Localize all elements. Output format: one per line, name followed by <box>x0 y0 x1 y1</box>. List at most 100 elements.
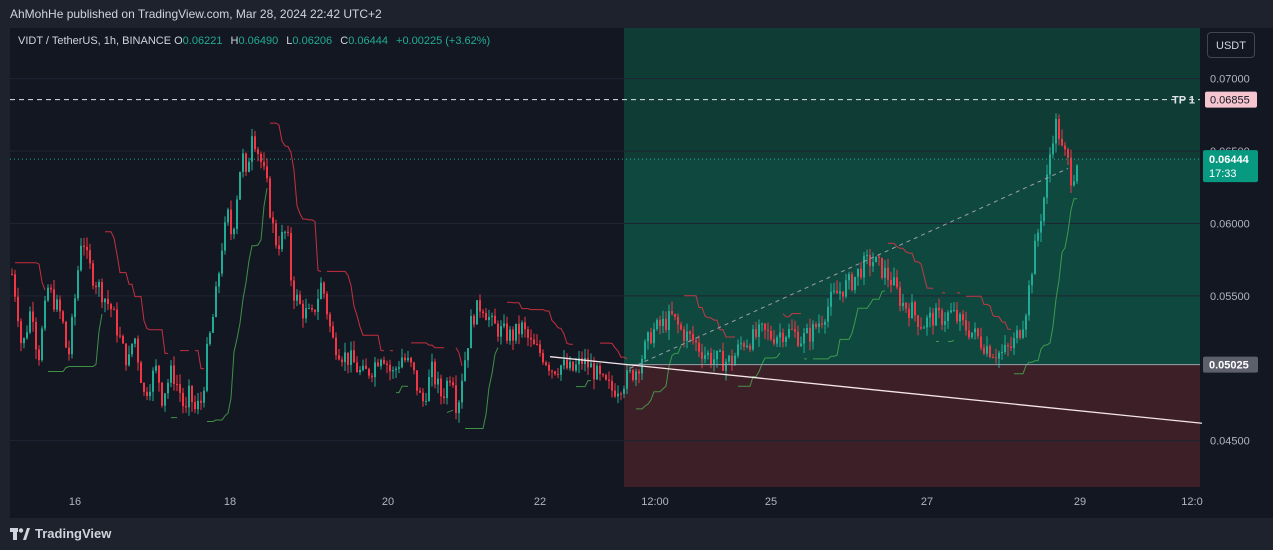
candle-body <box>374 362 376 378</box>
tradingview-brand[interactable]: TradingView <box>10 526 111 541</box>
x-tick-label: 18 <box>224 496 236 508</box>
candle-body <box>1043 197 1045 222</box>
candle-body <box>386 363 388 365</box>
candle-body <box>1073 181 1075 186</box>
candle-body <box>26 332 28 339</box>
candle-body <box>665 318 667 331</box>
candle-body <box>941 310 943 325</box>
candle-body <box>35 321 37 350</box>
candle-body <box>515 323 517 341</box>
candle-body <box>290 232 292 281</box>
candle-body <box>1067 149 1069 158</box>
candle-body <box>314 309 316 312</box>
candle-body <box>1061 138 1063 146</box>
time-axis[interactable]: 16 18 20 22 12:00 25 27 29 12:0 <box>69 496 1203 508</box>
candle-body <box>695 340 697 343</box>
candle-body <box>1034 240 1036 275</box>
candle-body <box>272 217 274 224</box>
candle-body <box>899 287 901 306</box>
candle-body <box>251 136 253 162</box>
candle-body <box>293 280 295 301</box>
candle-body <box>1064 145 1066 150</box>
candle-body <box>689 331 691 334</box>
candle-body <box>341 359 343 363</box>
entry-price-tag <box>1203 356 1258 373</box>
candle-body <box>581 358 583 364</box>
candle-body <box>740 343 742 345</box>
candle-body <box>536 344 538 346</box>
drawing-lines <box>10 99 1203 424</box>
candle-body <box>128 354 130 366</box>
candle-body <box>185 406 187 408</box>
candle-body <box>518 323 520 335</box>
candle-body <box>1007 344 1009 347</box>
candle-body <box>761 323 763 325</box>
candle-body <box>914 302 916 316</box>
candle-body <box>455 385 457 414</box>
candle-body <box>161 382 163 406</box>
resistance-band <box>782 313 801 318</box>
candle-body <box>329 314 331 327</box>
candle-body <box>263 162 265 167</box>
candle-body <box>881 257 883 278</box>
candle-body <box>755 329 757 337</box>
candle-body <box>452 382 454 386</box>
candle-body <box>422 392 424 402</box>
loss-zone <box>624 364 1200 487</box>
symbol-legend[interactable]: VIDT / TetherUS, 1h, BINANCE O0.06221 H0… <box>18 35 495 47</box>
candle-body <box>938 307 940 311</box>
candle-body <box>506 323 508 341</box>
trend-line <box>549 356 1203 424</box>
candle-body <box>872 262 874 267</box>
candle-body <box>719 350 721 352</box>
candle-body <box>239 171 241 200</box>
support-band <box>738 352 781 387</box>
candle-body <box>92 263 94 286</box>
x-tick-label: 22 <box>534 496 546 508</box>
candle-body <box>698 342 700 352</box>
candle-body <box>998 352 1000 359</box>
candle-body <box>140 362 142 384</box>
candle-body <box>410 357 412 363</box>
high-label: H <box>230 35 239 47</box>
candle-body <box>728 355 730 362</box>
candle-body <box>710 352 712 365</box>
high-value: 0.06490 <box>238 35 279 47</box>
y-tick-label: 0.07000 <box>1210 74 1250 86</box>
candle-body <box>977 328 979 337</box>
candle-body <box>86 246 88 251</box>
candle-body <box>635 371 637 380</box>
candle-body <box>716 350 718 360</box>
candle-body <box>797 331 799 346</box>
candle-body <box>629 370 631 372</box>
candle-body <box>1076 165 1078 182</box>
currency-button[interactable]: USDT <box>1207 32 1255 58</box>
candle-body <box>890 279 892 286</box>
candle-body <box>494 315 496 324</box>
candle-body <box>974 328 976 333</box>
resistance-band <box>888 242 933 289</box>
resistance-band <box>327 270 385 352</box>
support-band <box>636 345 682 410</box>
candle-body <box>257 149 259 154</box>
candle-body <box>134 338 136 344</box>
candle-body <box>1022 329 1024 338</box>
candle-body <box>200 400 202 403</box>
candle-body <box>539 344 541 353</box>
candle-body <box>968 330 970 338</box>
x-tick-label: 29 <box>1074 496 1086 508</box>
candle-body <box>683 329 685 341</box>
candle-body <box>980 336 982 348</box>
candle-body <box>206 343 208 391</box>
candle-body <box>623 388 625 394</box>
candle-body <box>758 324 760 337</box>
candle-body <box>587 358 589 368</box>
resistance-band <box>684 295 735 338</box>
candle-body <box>83 245 85 247</box>
candle-body <box>17 296 19 322</box>
x-tick-label: 12:0 <box>1181 496 1202 508</box>
change-value: +0.00225 (+3.62%) <box>396 35 491 47</box>
candle-body <box>131 343 133 355</box>
